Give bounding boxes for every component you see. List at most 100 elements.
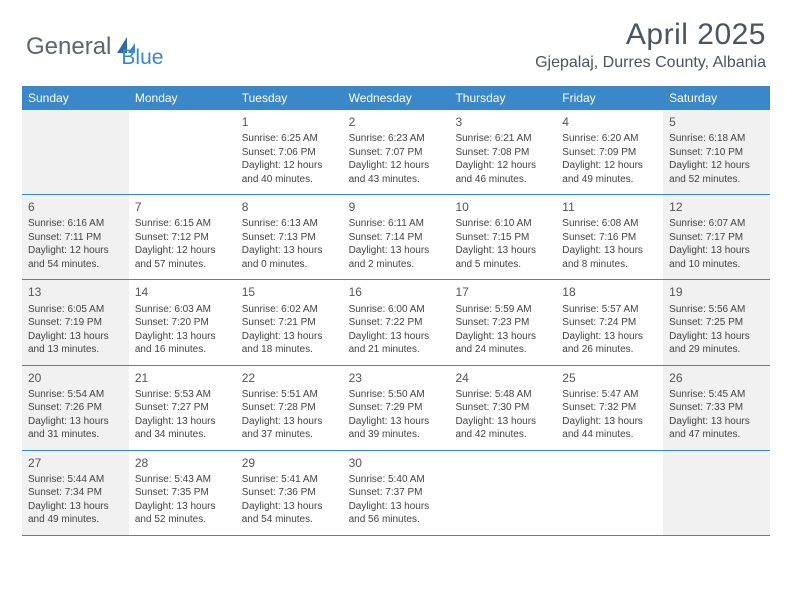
sunrise-text: Sunrise: 6:10 AM: [455, 217, 550, 231]
daylight-text: Daylight: 13 hours and 39 minutes.: [349, 415, 444, 442]
sunrise-text: Sunrise: 5:51 AM: [242, 388, 337, 402]
day-number: 26: [669, 370, 764, 386]
calendar-cell: 13Sunrise: 6:05 AMSunset: 7:19 PMDayligh…: [22, 280, 129, 364]
sunrise-text: Sunrise: 5:48 AM: [455, 388, 550, 402]
sunset-text: Sunset: 7:12 PM: [135, 231, 230, 245]
sunrise-text: Sunrise: 6:23 AM: [349, 132, 444, 146]
daylight-text: Daylight: 13 hours and 2 minutes.: [349, 244, 444, 271]
calendar-cell: 10Sunrise: 6:10 AMSunset: 7:15 PMDayligh…: [449, 195, 556, 279]
day-number: 3: [455, 114, 550, 130]
title-block: April 2025 Gjepalaj, Durres County, Alba…: [535, 18, 766, 72]
calendar-cell: [663, 451, 770, 535]
day-number: 30: [349, 455, 444, 471]
sunset-text: Sunset: 7:14 PM: [349, 231, 444, 245]
calendar-cell: 9Sunrise: 6:11 AMSunset: 7:14 PMDaylight…: [343, 195, 450, 279]
daylight-text: Daylight: 13 hours and 29 minutes.: [669, 330, 764, 357]
sunset-text: Sunset: 7:19 PM: [28, 316, 123, 330]
calendar-cell: 26 Sunrise: 5:45 AMSunset: 7:33 PMDayligh…: [663, 366, 770, 450]
sunrise-text: Sunrise: 6:11 AM: [349, 217, 444, 231]
calendar-cell: 11Sunrise: 6:08 AMSunset: 7:16 PMDayligh…: [556, 195, 663, 279]
calendar-cell: 5Sunrise: 6:18 AMSunset: 7:10 PMDaylight…: [663, 110, 770, 194]
day-number: 18: [562, 284, 657, 300]
week-row: 6Sunrise: 6:16 AMSunset: 7:11 PMDaylight…: [22, 195, 770, 280]
sunset-text: Sunset: 7:21 PM: [242, 316, 337, 330]
sunset-text: Sunset: 7:26 PM: [28, 401, 123, 415]
daylight-text: Daylight: 13 hours and 37 minutes.: [242, 415, 337, 442]
col-saturday: Saturday: [663, 86, 770, 110]
sunset-text: Sunset: 7:13 PM: [242, 231, 337, 245]
day-number: 6: [28, 199, 123, 215]
day-number: 24: [455, 370, 550, 386]
logo-text-general: General: [26, 33, 111, 61]
day-number: 19: [669, 284, 764, 300]
sunrise-text: Sunrise: 5:47 AM: [562, 388, 657, 402]
sunrise-text: Sunrise: 5:59 AM: [455, 303, 550, 317]
daylight-text: Daylight: 13 hours and 49 minutes.: [28, 500, 123, 527]
sunset-text: Sunset: 7:33 PM: [669, 401, 764, 415]
day-number: 4: [562, 114, 657, 130]
sunrise-text: Sunrise: 6:16 AM: [28, 217, 123, 231]
week-row: 20Sunrise: 5:54 AMSunset: 7:26 PMDayligh…: [22, 366, 770, 451]
daylight-text: Daylight: 13 hours and 56 minutes.: [349, 500, 444, 527]
logo: General Blue: [26, 18, 163, 70]
sunrise-text: Sunrise: 5:41 AM: [242, 473, 337, 487]
calendar-cell: 24Sunrise: 5:48 AMSunset: 7:30 PMDayligh…: [449, 366, 556, 450]
sunset-text: Sunset: 7:35 PM: [135, 486, 230, 500]
calendar-cell: 4Sunrise: 6:20 AMSunset: 7:09 PMDaylight…: [556, 110, 663, 194]
sunrise-text: Sunrise: 6:08 AM: [562, 217, 657, 231]
day-number: 1: [242, 114, 337, 130]
calendar-cell: 6Sunrise: 6:16 AMSunset: 7:11 PMDaylight…: [22, 195, 129, 279]
daylight-text: Daylight: 13 hours and 5 minutes.: [455, 244, 550, 271]
calendar-cell: 19 Sunrise: 5:56 AMSunset: 7:25 PMDayligh…: [663, 280, 770, 364]
daylight-text: Daylight: 13 hours and 21 minutes.: [349, 330, 444, 357]
week-row: 27Sunrise: 5:44 AMSunset: 7:34 PMDayligh…: [22, 451, 770, 536]
daylight-text: Daylight: 12 hours and 43 minutes.: [349, 159, 444, 186]
sunset-text: Sunset: 7:37 PM: [349, 486, 444, 500]
sunrise-text: Sunrise: 5:50 AM: [349, 388, 444, 402]
daylight-text: Daylight: 13 hours and 54 minutes.: [242, 500, 337, 527]
location-subtitle: Gjepalaj, Durres County, Albania: [535, 54, 766, 72]
day-number: 25: [562, 370, 657, 386]
sunset-text: Sunset: 7:30 PM: [455, 401, 550, 415]
sunset-text: Sunset: 7:25 PM: [669, 316, 764, 330]
daylight-text: Daylight: 12 hours and 46 minutes.: [455, 159, 550, 186]
daylight-text: Daylight: 12 hours and 57 minutes.: [135, 244, 230, 271]
day-number: 29: [242, 455, 337, 471]
daylight-text: Daylight: 13 hours and 47 minutes.: [669, 415, 764, 442]
sunrise-text: Sunrise: 5:57 AM: [562, 303, 657, 317]
day-number: 22: [242, 370, 337, 386]
day-number: 5: [669, 114, 764, 130]
header: General Blue April 2025 Gjepalaj, Durres…: [0, 0, 792, 80]
calendar-cell: [449, 451, 556, 535]
sunrise-text: Sunrise: 5:56 AM: [669, 303, 764, 317]
sunrise-text: Sunrise: 5:45 AM: [669, 388, 764, 402]
sunset-text: Sunset: 7:29 PM: [349, 401, 444, 415]
daylight-text: Daylight: 13 hours and 13 minutes.: [28, 330, 123, 357]
sunset-text: Sunset: 7:15 PM: [455, 231, 550, 245]
sunrise-text: Sunrise: 5:44 AM: [28, 473, 123, 487]
day-number: 27: [28, 455, 123, 471]
daylight-text: Daylight: 13 hours and 31 minutes.: [28, 415, 123, 442]
calendar-cell: 20Sunrise: 5:54 AMSunset: 7:26 PMDayligh…: [22, 366, 129, 450]
day-number: 12: [669, 199, 764, 215]
day-number: 11: [562, 199, 657, 215]
sunset-text: Sunset: 7:24 PM: [562, 316, 657, 330]
sunrise-text: Sunrise: 6:18 AM: [669, 132, 764, 146]
calendar-cell: 8Sunrise: 6:13 AMSunset: 7:13 PMDaylight…: [236, 195, 343, 279]
sunrise-text: Sunrise: 6:13 AM: [242, 217, 337, 231]
calendar-cell: 28Sunrise: 5:43 AMSunset: 7:35 PMDayligh…: [129, 451, 236, 535]
day-header-row: Sunday Monday Tuesday Wednesday Thursday…: [22, 86, 770, 110]
daylight-text: Daylight: 13 hours and 16 minutes.: [135, 330, 230, 357]
calendar-cell: [22, 110, 129, 194]
col-thursday: Thursday: [449, 86, 556, 110]
day-number: 13: [28, 284, 123, 300]
daylight-text: Daylight: 13 hours and 24 minutes.: [455, 330, 550, 357]
calendar-cell: 21Sunrise: 5:53 AMSunset: 7:27 PMDayligh…: [129, 366, 236, 450]
col-wednesday: Wednesday: [343, 86, 450, 110]
calendar-cell: 18Sunrise: 5:57 AMSunset: 7:24 PMDayligh…: [556, 280, 663, 364]
daylight-text: Daylight: 13 hours and 52 minutes.: [135, 500, 230, 527]
calendar-cell: 23Sunrise: 5:50 AMSunset: 7:29 PMDayligh…: [343, 366, 450, 450]
sunset-text: Sunset: 7:09 PM: [562, 146, 657, 160]
day-number: 16: [349, 284, 444, 300]
day-number: 8: [242, 199, 337, 215]
